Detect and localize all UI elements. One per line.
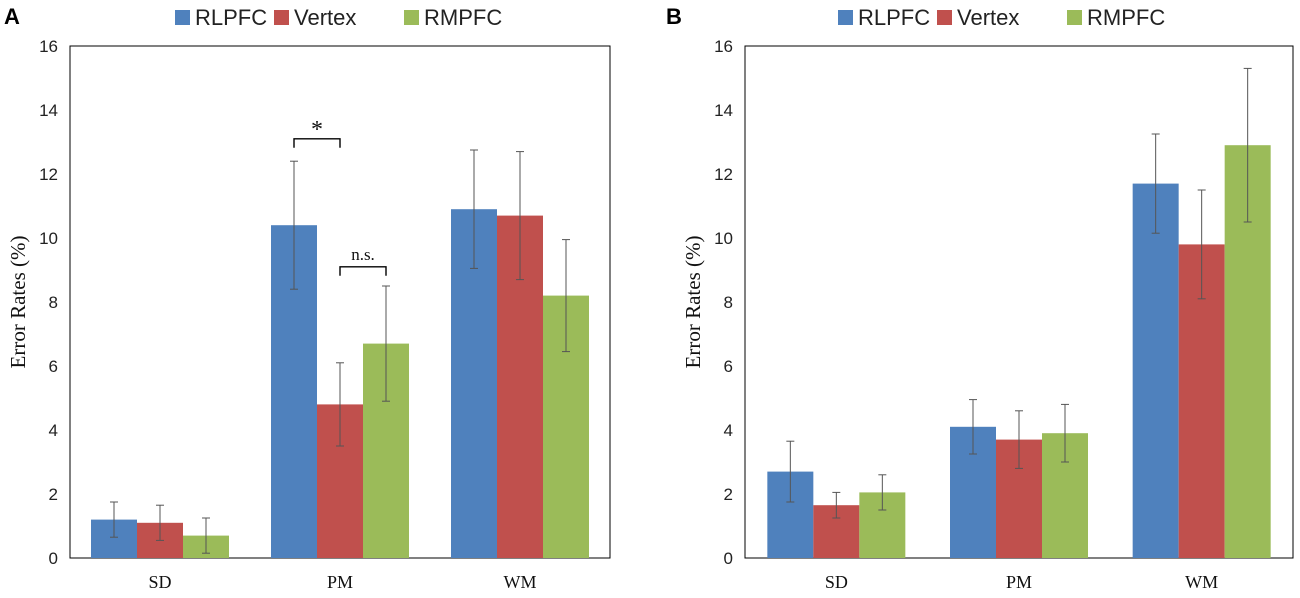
y-tick-label: 16 [39,37,58,56]
y-tick-label: 10 [39,229,58,248]
legend-label: Vertex [957,5,1019,30]
legend-label: Vertex [294,5,356,30]
legend-swatch [274,10,289,25]
y-tick-label: 4 [49,421,58,440]
significance-bracket [339,266,387,276]
x-tick-label: WM [504,572,537,592]
chart-panel-b: B RLPFC Vertex RMPFC 0 2 4 6 8 10 12 14 16 Error Rate… [666,4,1294,592]
y-tick-label: 16 [714,37,733,56]
legend-label: RLPFC [195,5,267,30]
legend-swatch [1067,10,1082,25]
chart-panel-a: A RLPFC Vertex RMPFC 0 2 4 6 8 10 12 14 16 Error Rate… [4,4,611,592]
y-tick-label: 12 [39,165,58,184]
panel-letter: B [666,4,682,29]
significance-label: * [311,117,323,143]
significance-label: n.s. [351,245,375,264]
panel-letter: A [4,4,20,29]
bar-rlpfc-wm [1132,183,1179,558]
y-tick-label: 2 [49,485,58,504]
y-tick-label: 4 [724,421,733,440]
y-tick-label: 8 [49,293,58,312]
y-tick-label: 8 [724,293,733,312]
y-axis-title: Error Rates (%) [6,236,30,369]
y-axis-title: Error Rates (%) [681,236,705,369]
x-tick-label: WM [1185,572,1218,592]
x-tick-label: SD [825,572,848,592]
legend-label: RMPFC [1087,5,1165,30]
y-tick-label: 6 [724,357,733,376]
y-tick-label: 14 [39,101,58,120]
legend-label: RMPFC [424,5,502,30]
legend-swatch [175,10,190,25]
x-tick-label: SD [148,572,171,592]
y-tick-label: 14 [714,101,733,120]
legend-swatch [838,10,853,25]
y-tick-label: 10 [714,229,733,248]
significance-bracket [293,138,341,148]
y-tick-label: 2 [724,485,733,504]
y-tick-label: 0 [49,549,58,568]
y-tick-label: 12 [714,165,733,184]
y-tick-label: 6 [49,357,58,376]
x-tick-label: PM [1006,572,1032,592]
legend-label: RLPFC [858,5,930,30]
legend-swatch [404,10,419,25]
y-tick-label: 0 [724,549,733,568]
legend-swatch [937,10,952,25]
x-tick-label: PM [327,572,353,592]
